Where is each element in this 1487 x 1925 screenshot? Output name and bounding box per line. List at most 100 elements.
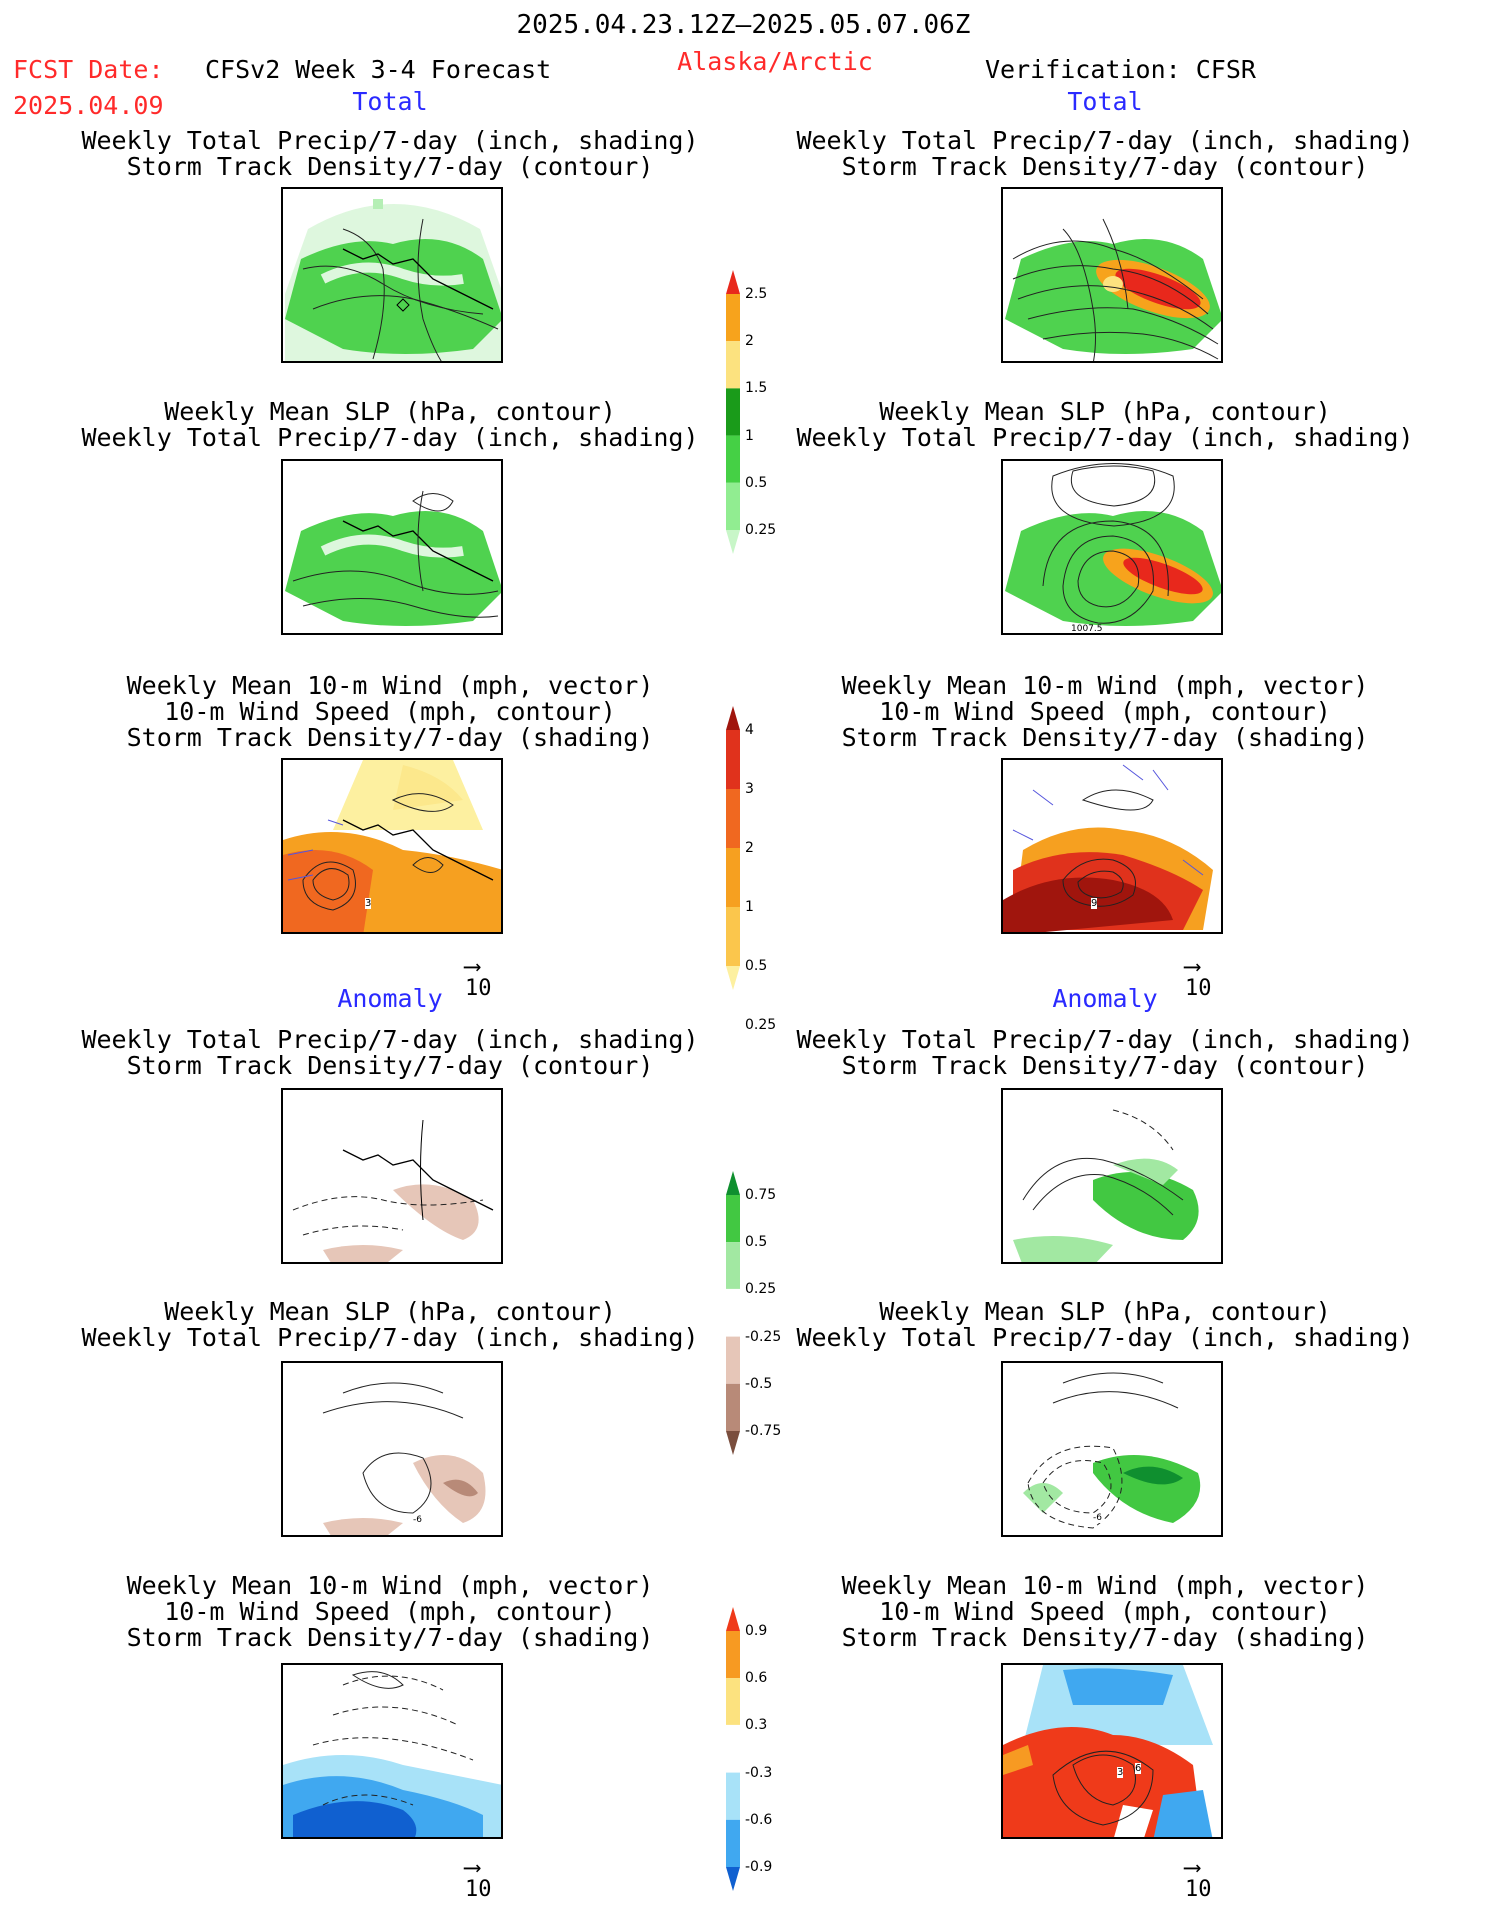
colorbar-svg	[725, 1171, 741, 1455]
colorbar-swatch	[726, 1631, 740, 1679]
contour-label: -6	[1093, 1513, 1102, 1523]
colorbar-swatch	[726, 1431, 740, 1455]
contour-label: 3	[1117, 1767, 1124, 1778]
map-anom-fcst-wind	[281, 1663, 503, 1839]
colorbar-tick-label: 0.25	[745, 1017, 777, 1033]
colorbar-tick-label: 0.5	[745, 1234, 768, 1251]
colorbar-tick-label: -0.5	[745, 1375, 773, 1392]
colorbar-tick-label: 0.5	[745, 958, 768, 974]
region-title: Alaska/Arctic	[677, 47, 873, 76]
colorbar-tick-label: 1	[745, 427, 754, 444]
map-total-verif-wind: 9	[1001, 758, 1223, 934]
fcst-date: 2025.04.09	[13, 91, 164, 120]
section-anomaly-left: Anomaly	[337, 984, 443, 1013]
colorbar-swatch	[726, 1242, 740, 1290]
map-anom-fcst-precip-storm	[281, 1088, 503, 1264]
panel-title: Storm Track Density/7-day (contour)	[841, 152, 1369, 181]
panel-title: Weekly Mean SLP (hPa, contour)	[879, 1297, 1331, 1326]
vector-ref-arrow: ⟶	[465, 1853, 480, 1881]
panel-title: Storm Track Density/7-day (shading)	[841, 1623, 1369, 1652]
colorbar-swatch	[726, 482, 740, 530]
contour-label: 6	[1135, 1763, 1142, 1774]
colorbar-tick-label: 0.25	[745, 522, 777, 538]
panel-title: Weekly Mean SLP (hPa, contour)	[879, 397, 1331, 426]
colorbar-swatch	[725, 1288, 741, 1338]
map-total-fcst-wind: 3	[281, 758, 503, 934]
contour-label: 1007.5	[1071, 624, 1103, 634]
colorbar-swatch	[726, 341, 740, 389]
colorbar-tick-label: 4	[745, 722, 754, 738]
colorbar-tick-label: -0.75	[745, 1423, 782, 1439]
panel-title: Storm Track Density/7-day (contour)	[126, 152, 654, 181]
colorbar-tick-label: -0.3	[745, 1764, 773, 1781]
panel-title: Weekly Mean SLP (hPa, contour)	[164, 1297, 616, 1326]
colorbar-swatch	[726, 1867, 740, 1891]
panel-title: Weekly Total Precip/7-day (inch, shading…	[796, 126, 1414, 155]
colorbar-swatch	[726, 530, 740, 554]
panel-title: 10-m Wind Speed (mph, contour)	[164, 697, 616, 726]
colorbar-swatch	[726, 1772, 740, 1820]
colorbar-swatch	[726, 294, 740, 342]
colorbar-swatch	[725, 1724, 741, 1774]
vector-ref-value: 10	[1185, 976, 1212, 1001]
colorbar-swatch	[726, 1678, 740, 1726]
colorbar-swatch	[726, 848, 740, 907]
colorbar-swatch	[726, 1195, 740, 1243]
colorbar-tick-label: -0.9	[745, 1859, 773, 1875]
panel-title: Weekly Mean SLP (hPa, contour)	[164, 397, 616, 426]
map-total-fcst-slp-precip	[281, 459, 503, 635]
colorbar-swatch	[726, 1171, 740, 1195]
section-anomaly-right: Anomaly	[1052, 984, 1158, 1013]
panel-title: 10-m Wind Speed (mph, contour)	[164, 1597, 616, 1626]
panel-title: Weekly Total Precip/7-day (inch, shading…	[796, 1025, 1414, 1054]
panel-title: Weekly Total Precip/7-day (inch, shading…	[796, 1323, 1414, 1352]
panel-title: Weekly Total Precip/7-day (inch, shading…	[81, 126, 699, 155]
colorbar-tick-label: 1	[745, 899, 754, 915]
colorbar-tick-label: 2.5	[745, 286, 768, 302]
panel-title: Weekly Mean 10-m Wind (mph, vector)	[841, 671, 1369, 700]
vector-ref-value: 10	[465, 976, 492, 1001]
contour-label: 9	[1091, 898, 1098, 909]
colorbar-tick-label: 0.5	[745, 474, 768, 491]
map-anom-verif-slp-precip: -6	[1001, 1361, 1223, 1537]
colorbar-swatch	[726, 1383, 740, 1431]
colorbar-swatch	[726, 789, 740, 848]
colorbar-tick-label: 0.75	[745, 1187, 777, 1203]
map-anom-fcst-slp-precip: -6	[281, 1361, 503, 1537]
section-total-left: Total	[352, 87, 428, 116]
colorbar-tick-label: 2	[745, 840, 754, 856]
colorbar-swatch	[726, 730, 740, 789]
model-title: CFSv2 Week 3-4 Forecast	[205, 55, 552, 84]
colorbar-swatch	[726, 966, 740, 990]
fcst-label: FCST Date:	[13, 55, 164, 84]
panel-title: Weekly Mean 10-m Wind (mph, vector)	[126, 671, 654, 700]
vector-ref-value: 10	[465, 1877, 492, 1902]
panel-title: Storm Track Density/7-day (shading)	[126, 723, 654, 752]
panel-title: 10-m Wind Speed (mph, contour)	[879, 1597, 1331, 1626]
map-total-fcst-precip-storm	[281, 187, 503, 363]
vector-ref-value: 10	[1185, 1877, 1212, 1902]
panel-title: 10-m Wind Speed (mph, contour)	[879, 697, 1331, 726]
panel-title: Weekly Mean 10-m Wind (mph, vector)	[126, 1571, 654, 1600]
colorbar-tick-label: 2	[745, 333, 754, 350]
colorbar-tick-label: -0.25	[745, 1328, 782, 1345]
colorbar-tick-label: 1.5	[745, 380, 768, 397]
colorbar-swatch	[726, 1336, 740, 1384]
colorbar-tick-label: -0.6	[745, 1811, 773, 1828]
colorbar-swatch	[726, 1819, 740, 1867]
panel-title: Weekly Total Precip/7-day (inch, shading…	[81, 1323, 699, 1352]
map-total-verif-precip-storm	[1001, 187, 1223, 363]
colorbar-tick-label: 0.6	[745, 1670, 768, 1687]
colorbar-swatch	[726, 388, 740, 436]
colorbar-tick-label: 0.25	[745, 1281, 777, 1298]
panel-title: Storm Track Density/7-day (contour)	[841, 1051, 1369, 1080]
panel-title: Weekly Total Precip/7-day (inch, shading…	[81, 1025, 699, 1054]
map-anom-verif-precip-storm	[1001, 1088, 1223, 1264]
colorbar-svg	[726, 706, 740, 990]
colorbar-tick-label: 3	[745, 781, 754, 797]
panel-title: Storm Track Density/7-day (shading)	[126, 1623, 654, 1652]
map-anom-verif-wind: 3 6	[1001, 1663, 1223, 1839]
colorbar-swatch	[726, 270, 740, 294]
colorbar-swatch	[726, 907, 740, 966]
contour-label: 3	[365, 898, 372, 909]
